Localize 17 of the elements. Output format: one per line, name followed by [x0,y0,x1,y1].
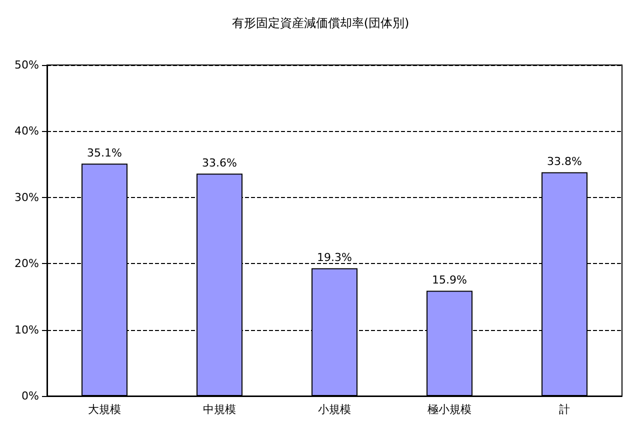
data-label: 33.8% [547,155,582,168]
y-tick-label: 20% [14,257,39,270]
chart-title: 有形固定資産減価償却率(団体別) [232,16,410,30]
y-tick-label: 30% [14,190,39,204]
y-tick-label: 50% [14,58,39,72]
x-tick-label: 中規模 [203,403,236,416]
data-label: 35.1% [87,146,122,160]
y-tick-label: 0% [22,390,39,402]
y-tick-label: 40% [14,124,39,138]
data-label: 19.3% [317,251,352,264]
data-label: 15.9% [432,274,467,287]
data-label: 33.6% [202,156,237,170]
x-tick-label: 大規模 [88,403,121,416]
x-tick-label: 計 [559,403,570,416]
y-tick-label: 10% [14,323,39,336]
x-tick-label: 小規模 [318,403,351,416]
x-tick-label: 極小規模 [428,403,472,416]
